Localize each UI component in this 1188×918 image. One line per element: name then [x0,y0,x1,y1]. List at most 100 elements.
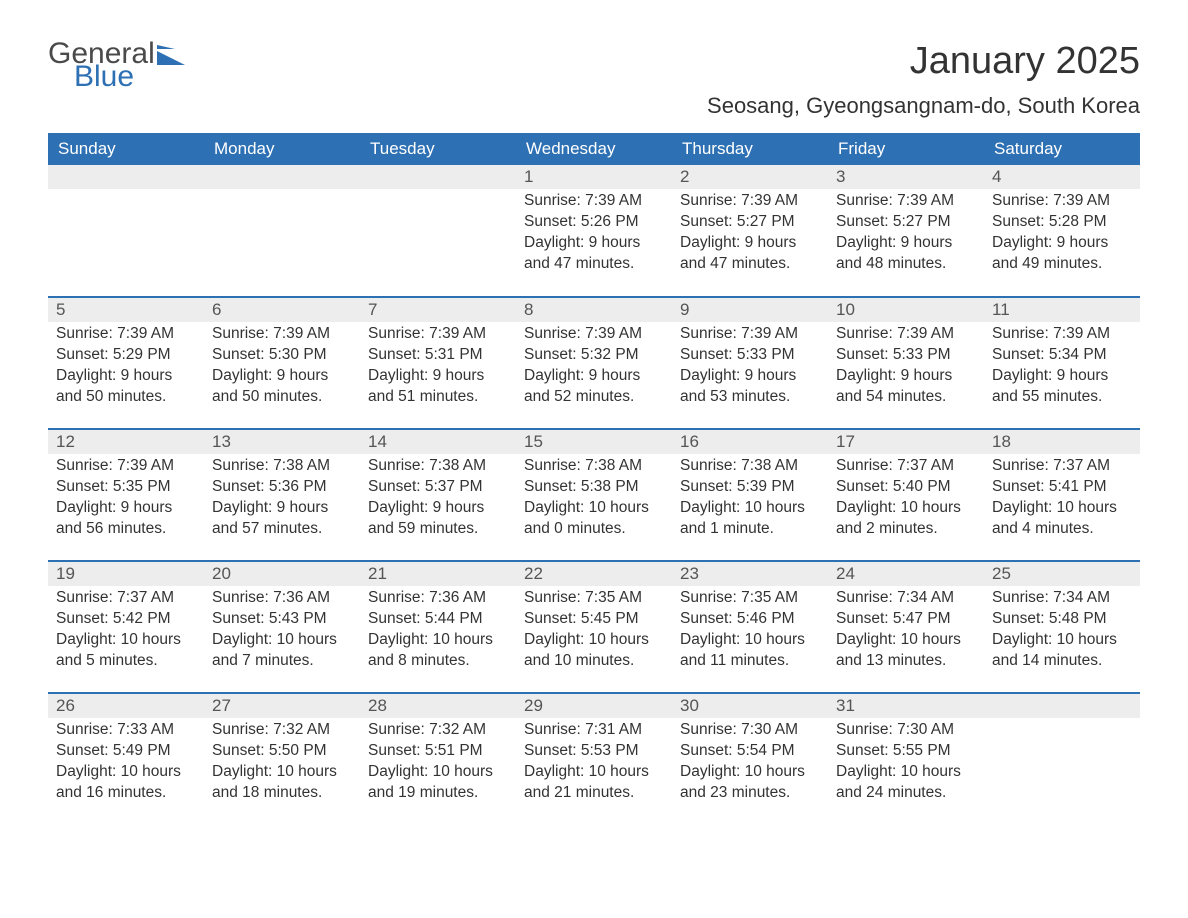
calendar-week: 12Sunrise: 7:39 AMSunset: 5:35 PMDayligh… [48,429,1140,561]
weekday-header: Sunday [48,133,204,165]
weekday-header: Wednesday [516,133,672,165]
day-number [204,165,360,189]
weekday-header: Friday [828,133,984,165]
header: General Blue January 2025 Seosang, Gyeon… [48,40,1140,119]
day-details: Sunrise: 7:39 AMSunset: 5:27 PMDaylight:… [672,189,828,281]
calendar-cell: 23Sunrise: 7:35 AMSunset: 5:46 PMDayligh… [672,561,828,693]
calendar-cell: 6Sunrise: 7:39 AMSunset: 5:30 PMDaylight… [204,297,360,429]
day-details: Sunrise: 7:31 AMSunset: 5:53 PMDaylight:… [516,718,672,810]
calendar-cell: 4Sunrise: 7:39 AMSunset: 5:28 PMDaylight… [984,165,1140,297]
title-block: January 2025 Seosang, Gyeongsangnam-do, … [707,40,1140,119]
day-details: Sunrise: 7:39 AMSunset: 5:28 PMDaylight:… [984,189,1140,281]
calendar-cell: 28Sunrise: 7:32 AMSunset: 5:51 PMDayligh… [360,693,516,825]
day-details: Sunrise: 7:32 AMSunset: 5:50 PMDaylight:… [204,718,360,810]
day-details: Sunrise: 7:30 AMSunset: 5:54 PMDaylight:… [672,718,828,810]
day-number: 7 [360,298,516,322]
day-details: Sunrise: 7:35 AMSunset: 5:46 PMDaylight:… [672,586,828,678]
day-number: 9 [672,298,828,322]
calendar-week: 19Sunrise: 7:37 AMSunset: 5:42 PMDayligh… [48,561,1140,693]
day-details: Sunrise: 7:39 AMSunset: 5:27 PMDaylight:… [828,189,984,281]
calendar-cell: 27Sunrise: 7:32 AMSunset: 5:50 PMDayligh… [204,693,360,825]
day-number: 19 [48,562,204,586]
day-number: 24 [828,562,984,586]
calendar-cell: 10Sunrise: 7:39 AMSunset: 5:33 PMDayligh… [828,297,984,429]
day-number: 27 [204,694,360,718]
day-number [984,694,1140,718]
calendar-cell: 9Sunrise: 7:39 AMSunset: 5:33 PMDaylight… [672,297,828,429]
weekday-header: Monday [204,133,360,165]
day-number: 1 [516,165,672,189]
day-details: Sunrise: 7:37 AMSunset: 5:40 PMDaylight:… [828,454,984,546]
day-details: Sunrise: 7:38 AMSunset: 5:38 PMDaylight:… [516,454,672,546]
calendar-cell [360,165,516,297]
calendar-week: 26Sunrise: 7:33 AMSunset: 5:49 PMDayligh… [48,693,1140,825]
day-details: Sunrise: 7:35 AMSunset: 5:45 PMDaylight:… [516,586,672,678]
day-details [984,718,1140,726]
day-details: Sunrise: 7:38 AMSunset: 5:36 PMDaylight:… [204,454,360,546]
calendar-week: 5Sunrise: 7:39 AMSunset: 5:29 PMDaylight… [48,297,1140,429]
day-details: Sunrise: 7:38 AMSunset: 5:39 PMDaylight:… [672,454,828,546]
weekday-header: Thursday [672,133,828,165]
day-details: Sunrise: 7:33 AMSunset: 5:49 PMDaylight:… [48,718,204,810]
calendar-cell: 31Sunrise: 7:30 AMSunset: 5:55 PMDayligh… [828,693,984,825]
calendar-cell: 30Sunrise: 7:30 AMSunset: 5:54 PMDayligh… [672,693,828,825]
calendar-cell: 18Sunrise: 7:37 AMSunset: 5:41 PMDayligh… [984,429,1140,561]
calendar-cell: 21Sunrise: 7:36 AMSunset: 5:44 PMDayligh… [360,561,516,693]
page-title: January 2025 [707,40,1140,83]
calendar-cell: 12Sunrise: 7:39 AMSunset: 5:35 PMDayligh… [48,429,204,561]
calendar-cell: 20Sunrise: 7:36 AMSunset: 5:43 PMDayligh… [204,561,360,693]
calendar-week: 1Sunrise: 7:39 AMSunset: 5:26 PMDaylight… [48,165,1140,297]
weekday-header: Tuesday [360,133,516,165]
day-details: Sunrise: 7:39 AMSunset: 5:34 PMDaylight:… [984,322,1140,414]
day-number: 13 [204,430,360,454]
day-number: 30 [672,694,828,718]
day-details: Sunrise: 7:39 AMSunset: 5:33 PMDaylight:… [672,322,828,414]
calendar-cell [204,165,360,297]
day-details: Sunrise: 7:37 AMSunset: 5:42 PMDaylight:… [48,586,204,678]
calendar-cell: 15Sunrise: 7:38 AMSunset: 5:38 PMDayligh… [516,429,672,561]
day-details [48,189,204,197]
day-details: Sunrise: 7:38 AMSunset: 5:37 PMDaylight:… [360,454,516,546]
calendar-cell: 19Sunrise: 7:37 AMSunset: 5:42 PMDayligh… [48,561,204,693]
day-number: 22 [516,562,672,586]
calendar-cell: 29Sunrise: 7:31 AMSunset: 5:53 PMDayligh… [516,693,672,825]
day-number: 21 [360,562,516,586]
calendar-cell: 8Sunrise: 7:39 AMSunset: 5:32 PMDaylight… [516,297,672,429]
day-number: 28 [360,694,516,718]
day-details: Sunrise: 7:39 AMSunset: 5:31 PMDaylight:… [360,322,516,414]
day-number: 4 [984,165,1140,189]
day-details: Sunrise: 7:34 AMSunset: 5:47 PMDaylight:… [828,586,984,678]
day-number: 2 [672,165,828,189]
calendar-cell: 5Sunrise: 7:39 AMSunset: 5:29 PMDaylight… [48,297,204,429]
day-number: 3 [828,165,984,189]
day-details [360,189,516,197]
day-number: 31 [828,694,984,718]
calendar-cell: 11Sunrise: 7:39 AMSunset: 5:34 PMDayligh… [984,297,1140,429]
calendar-cell: 26Sunrise: 7:33 AMSunset: 5:49 PMDayligh… [48,693,204,825]
day-number: 12 [48,430,204,454]
calendar-cell: 7Sunrise: 7:39 AMSunset: 5:31 PMDaylight… [360,297,516,429]
day-details: Sunrise: 7:36 AMSunset: 5:44 PMDaylight:… [360,586,516,678]
day-number [360,165,516,189]
calendar-cell: 25Sunrise: 7:34 AMSunset: 5:48 PMDayligh… [984,561,1140,693]
day-details: Sunrise: 7:39 AMSunset: 5:33 PMDaylight:… [828,322,984,414]
location-subtitle: Seosang, Gyeongsangnam-do, South Korea [707,93,1140,119]
day-number: 14 [360,430,516,454]
brand-word-2: Blue [74,63,185,92]
calendar-cell: 2Sunrise: 7:39 AMSunset: 5:27 PMDaylight… [672,165,828,297]
calendar-cell: 17Sunrise: 7:37 AMSunset: 5:40 PMDayligh… [828,429,984,561]
day-number: 8 [516,298,672,322]
brand-logo: General Blue [48,40,185,91]
calendar-cell: 24Sunrise: 7:34 AMSunset: 5:47 PMDayligh… [828,561,984,693]
calendar-table: SundayMondayTuesdayWednesdayThursdayFrid… [48,133,1140,825]
day-number: 17 [828,430,984,454]
day-number: 10 [828,298,984,322]
day-details: Sunrise: 7:39 AMSunset: 5:35 PMDaylight:… [48,454,204,546]
day-number: 6 [204,298,360,322]
calendar-cell: 3Sunrise: 7:39 AMSunset: 5:27 PMDaylight… [828,165,984,297]
day-details: Sunrise: 7:39 AMSunset: 5:26 PMDaylight:… [516,189,672,281]
calendar-cell: 1Sunrise: 7:39 AMSunset: 5:26 PMDaylight… [516,165,672,297]
day-number: 16 [672,430,828,454]
day-details: Sunrise: 7:34 AMSunset: 5:48 PMDaylight:… [984,586,1140,678]
day-number: 23 [672,562,828,586]
